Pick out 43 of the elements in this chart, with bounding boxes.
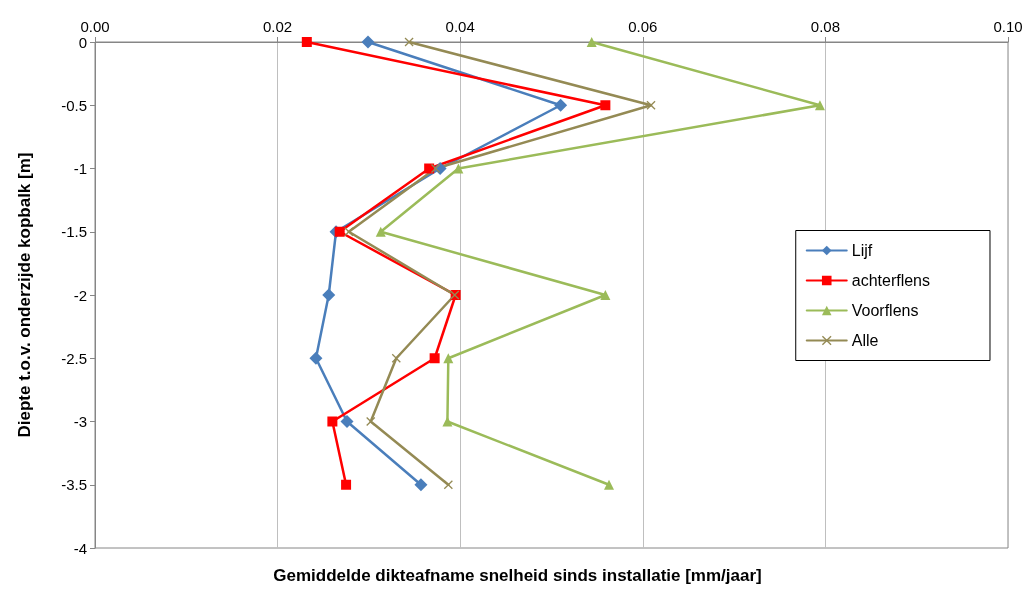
legend-label: achterflens (851, 272, 930, 289)
point (604, 479, 615, 490)
y-tick-label: -0.5 (61, 96, 87, 114)
point (301, 37, 312, 47)
point (646, 100, 656, 110)
x-tick-label: 0.06 (628, 18, 658, 35)
y-tick-label: -2 (73, 286, 87, 304)
point (814, 100, 825, 111)
point (361, 35, 375, 49)
y-axis-title: Diepte t.o.v. onderzijde kopbalk [m] (15, 152, 34, 438)
point (443, 353, 454, 364)
point (600, 100, 611, 111)
x-tick-label: 0.04 (445, 18, 475, 35)
point (453, 163, 464, 174)
point (600, 290, 611, 300)
x-tick-label: 0.08 (810, 18, 840, 35)
point (309, 351, 323, 365)
legend-label: Alle (851, 332, 879, 349)
legend-label: Voorflens (851, 302, 919, 319)
point (429, 353, 440, 364)
point (586, 37, 597, 47)
point (414, 478, 428, 492)
x-tick-label: 0.00 (80, 18, 110, 35)
point (327, 416, 338, 427)
point (424, 163, 435, 174)
y-tick-label: 0 (78, 33, 87, 51)
y-tick-label: -2.5 (61, 349, 87, 367)
y-tick-label: -1 (73, 160, 87, 177)
point (554, 98, 568, 112)
point (375, 226, 386, 237)
point (340, 415, 354, 428)
legend-label: Lijf (851, 242, 873, 259)
point (322, 288, 336, 302)
point (341, 479, 352, 490)
y-tick-label: -3 (73, 413, 87, 430)
point (334, 226, 345, 237)
x-tick-label: 0.10 (993, 18, 1023, 35)
point (366, 417, 376, 426)
y-tick-label: -4 (73, 539, 87, 557)
x-tick-label: 0.02 (263, 18, 293, 35)
y-tick-label: -3.5 (61, 476, 87, 494)
x-axis-title: Gemiddelde dikteafname snelheid sinds installatie [mm/jaar] (273, 566, 762, 585)
y-tick-label: -1.5 (61, 223, 87, 241)
